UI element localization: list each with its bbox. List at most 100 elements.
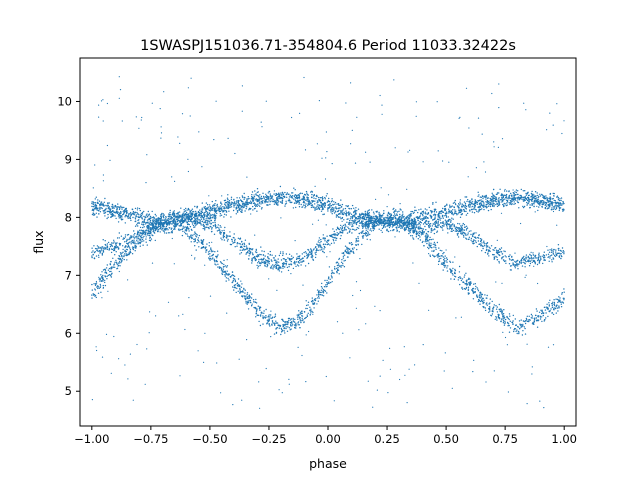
data-point (260, 195, 263, 198)
data-point (105, 207, 107, 210)
data-point (136, 243, 138, 245)
data-point (318, 245, 320, 247)
data-point (463, 236, 465, 238)
data-point (127, 233, 130, 236)
data-point (534, 197, 536, 199)
data-point (364, 214, 367, 217)
data-point (536, 192, 538, 194)
data-point (338, 232, 340, 235)
data-point (225, 201, 228, 204)
data-point (288, 266, 290, 268)
data-point (320, 246, 322, 249)
data-point (513, 201, 515, 203)
data-point (305, 304, 308, 307)
data-point (424, 216, 427, 218)
data-point (290, 255, 293, 257)
data-point (531, 200, 533, 203)
data-point (493, 205, 495, 208)
data-point (477, 240, 480, 242)
data-point (141, 240, 143, 243)
data-point (273, 193, 275, 195)
data-point (478, 210, 481, 212)
data-point (207, 224, 209, 226)
data-point (236, 197, 238, 199)
data-point (561, 204, 563, 206)
data-point (148, 230, 151, 233)
data-point (491, 200, 493, 202)
data-point (296, 316, 299, 318)
data-point (168, 216, 170, 218)
data-point (447, 232, 449, 234)
data-point (329, 244, 331, 246)
data-point (256, 203, 259, 205)
data-point (460, 229, 462, 232)
data-point (505, 256, 507, 258)
data-point (541, 320, 543, 323)
data-point (218, 267, 221, 269)
data-point (98, 213, 100, 215)
data-point (183, 211, 185, 213)
data-point (420, 218, 422, 220)
data-point (437, 226, 439, 229)
data-point (528, 198, 530, 200)
data-point (376, 210, 378, 212)
data-point (179, 217, 181, 219)
data-point (145, 231, 147, 234)
data-point (490, 196, 493, 198)
data-point (334, 266, 336, 268)
data-point (515, 189, 518, 191)
data-point (511, 203, 513, 206)
data-point (336, 210, 339, 213)
data-point (117, 203, 119, 205)
data-point (241, 249, 243, 251)
data-point (312, 259, 315, 261)
data-point (433, 218, 435, 221)
data-point (116, 242, 118, 244)
data-point (349, 228, 351, 230)
data-point (465, 225, 468, 227)
data-point (124, 208, 127, 210)
data-point (450, 219, 452, 221)
data-point (226, 240, 229, 242)
data-point (466, 228, 468, 230)
data-point (530, 195, 533, 198)
data-point (272, 200, 274, 202)
data-point (341, 203, 344, 206)
data-point (236, 242, 239, 244)
data-point (562, 302, 565, 304)
data-point (531, 259, 533, 261)
data-point (453, 225, 455, 227)
data-point (184, 210, 187, 212)
data-point (462, 205, 465, 207)
data-point (501, 196, 503, 199)
data-point (496, 251, 498, 253)
data-point (299, 199, 302, 201)
data-point (342, 262, 344, 265)
data-point (434, 215, 436, 217)
data-point (205, 202, 208, 204)
data-point (292, 192, 294, 194)
data-point (492, 201, 494, 203)
data-point (429, 223, 432, 225)
data-point (452, 274, 454, 276)
data-point (544, 259, 546, 261)
data-point (311, 297, 313, 299)
data-point (191, 229, 193, 231)
data-point (243, 202, 245, 204)
data-point (263, 257, 265, 259)
data-point (543, 200, 545, 203)
data-point (554, 206, 556, 208)
data-point (322, 213, 324, 216)
data-point (220, 201, 222, 203)
data-point (443, 251, 445, 254)
data-point (330, 281, 332, 284)
data-point (262, 200, 264, 202)
data-point (129, 217, 132, 219)
data-point (332, 210, 334, 213)
data-point (307, 203, 309, 205)
data-point (342, 209, 344, 212)
data-point (113, 211, 115, 213)
data-point (415, 230, 418, 232)
data-point (100, 248, 103, 250)
data-point (99, 203, 101, 206)
